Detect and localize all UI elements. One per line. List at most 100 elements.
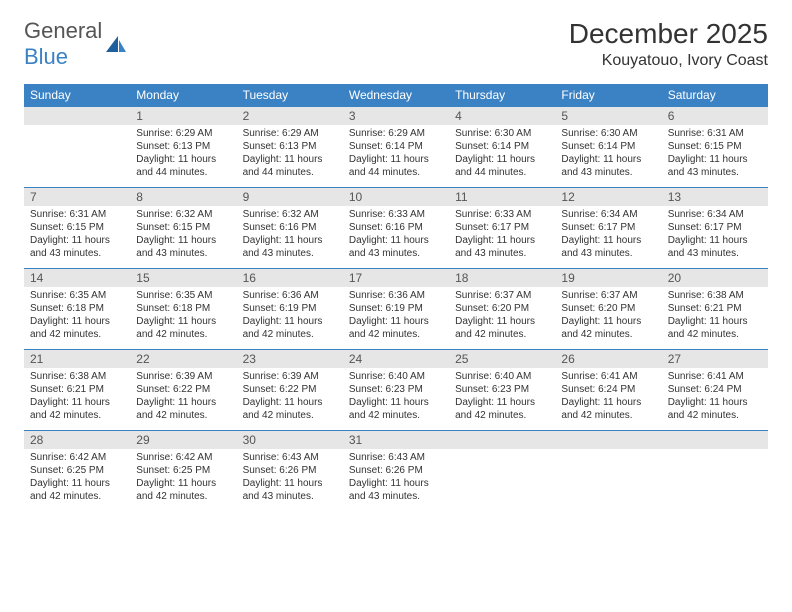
dow-row: SundayMondayTuesdayWednesdayThursdayFrid…	[24, 84, 768, 107]
day-body: Sunrise: 6:39 AMSunset: 6:22 PMDaylight:…	[130, 368, 236, 430]
day-body: Sunrise: 6:38 AMSunset: 6:21 PMDaylight:…	[662, 287, 768, 349]
daylight-text: Daylight: 11 hours and 42 minutes.	[30, 396, 124, 422]
day-number: 11	[449, 188, 555, 206]
day-number: 26	[555, 350, 661, 368]
sunrise-text: Sunrise: 6:41 AM	[561, 370, 655, 383]
day-cell: 5Sunrise: 6:30 AMSunset: 6:14 PMDaylight…	[555, 107, 661, 188]
week-row: 1Sunrise: 6:29 AMSunset: 6:13 PMDaylight…	[24, 107, 768, 188]
day-cell: 18Sunrise: 6:37 AMSunset: 6:20 PMDayligh…	[449, 269, 555, 350]
daylight-text: Daylight: 11 hours and 43 minutes.	[243, 477, 337, 503]
day-cell: 8Sunrise: 6:32 AMSunset: 6:15 PMDaylight…	[130, 188, 236, 269]
day-body: Sunrise: 6:37 AMSunset: 6:20 PMDaylight:…	[449, 287, 555, 349]
daylight-text: Daylight: 11 hours and 44 minutes.	[349, 153, 443, 179]
sunrise-text: Sunrise: 6:37 AM	[561, 289, 655, 302]
sunset-text: Sunset: 6:14 PM	[349, 140, 443, 153]
sunrise-text: Sunrise: 6:34 AM	[561, 208, 655, 221]
day-body: Sunrise: 6:30 AMSunset: 6:14 PMDaylight:…	[555, 125, 661, 187]
sunrise-text: Sunrise: 6:34 AM	[668, 208, 762, 221]
day-cell: 29Sunrise: 6:42 AMSunset: 6:25 PMDayligh…	[130, 431, 236, 512]
day-number: 14	[24, 269, 130, 287]
day-body: Sunrise: 6:41 AMSunset: 6:24 PMDaylight:…	[662, 368, 768, 430]
daylight-text: Daylight: 11 hours and 42 minutes.	[668, 396, 762, 422]
day-body: Sunrise: 6:40 AMSunset: 6:23 PMDaylight:…	[449, 368, 555, 430]
daylight-text: Daylight: 11 hours and 43 minutes.	[349, 234, 443, 260]
day-cell: 2Sunrise: 6:29 AMSunset: 6:13 PMDaylight…	[237, 107, 343, 188]
day-body: Sunrise: 6:36 AMSunset: 6:19 PMDaylight:…	[343, 287, 449, 349]
sunrise-text: Sunrise: 6:36 AM	[243, 289, 337, 302]
sunset-text: Sunset: 6:26 PM	[243, 464, 337, 477]
day-cell: 28Sunrise: 6:42 AMSunset: 6:25 PMDayligh…	[24, 431, 130, 512]
sunset-text: Sunset: 6:20 PM	[561, 302, 655, 315]
day-body: Sunrise: 6:43 AMSunset: 6:26 PMDaylight:…	[237, 449, 343, 511]
sunset-text: Sunset: 6:25 PM	[136, 464, 230, 477]
day-body: Sunrise: 6:32 AMSunset: 6:16 PMDaylight:…	[237, 206, 343, 268]
day-number: 12	[555, 188, 661, 206]
sunrise-text: Sunrise: 6:29 AM	[136, 127, 230, 140]
daylight-text: Daylight: 11 hours and 44 minutes.	[136, 153, 230, 179]
day-body: Sunrise: 6:33 AMSunset: 6:17 PMDaylight:…	[449, 206, 555, 268]
day-number: 8	[130, 188, 236, 206]
day-number	[555, 431, 661, 449]
daylight-text: Daylight: 11 hours and 43 minutes.	[455, 234, 549, 260]
day-cell: 10Sunrise: 6:33 AMSunset: 6:16 PMDayligh…	[343, 188, 449, 269]
day-cell: 17Sunrise: 6:36 AMSunset: 6:19 PMDayligh…	[343, 269, 449, 350]
day-body: Sunrise: 6:42 AMSunset: 6:25 PMDaylight:…	[130, 449, 236, 511]
daylight-text: Daylight: 11 hours and 43 minutes.	[30, 234, 124, 260]
daylight-text: Daylight: 11 hours and 42 minutes.	[561, 396, 655, 422]
day-cell: 30Sunrise: 6:43 AMSunset: 6:26 PMDayligh…	[237, 431, 343, 512]
sunset-text: Sunset: 6:21 PM	[30, 383, 124, 396]
sunset-text: Sunset: 6:14 PM	[561, 140, 655, 153]
sunrise-text: Sunrise: 6:29 AM	[243, 127, 337, 140]
day-number: 5	[555, 107, 661, 125]
day-number: 9	[237, 188, 343, 206]
day-body	[24, 125, 130, 183]
brand-part2: Blue	[24, 44, 68, 69]
day-cell: 16Sunrise: 6:36 AMSunset: 6:19 PMDayligh…	[237, 269, 343, 350]
day-body: Sunrise: 6:43 AMSunset: 6:26 PMDaylight:…	[343, 449, 449, 511]
sunrise-text: Sunrise: 6:42 AM	[30, 451, 124, 464]
day-number: 31	[343, 431, 449, 449]
brand-text: General Blue	[24, 18, 102, 70]
sunrise-text: Sunrise: 6:40 AM	[349, 370, 443, 383]
day-cell: 11Sunrise: 6:33 AMSunset: 6:17 PMDayligh…	[449, 188, 555, 269]
daylight-text: Daylight: 11 hours and 44 minutes.	[243, 153, 337, 179]
week-row: 21Sunrise: 6:38 AMSunset: 6:21 PMDayligh…	[24, 350, 768, 431]
day-number: 4	[449, 107, 555, 125]
sunset-text: Sunset: 6:22 PM	[243, 383, 337, 396]
day-cell	[662, 431, 768, 512]
day-body: Sunrise: 6:30 AMSunset: 6:14 PMDaylight:…	[449, 125, 555, 187]
sunrise-text: Sunrise: 6:42 AM	[136, 451, 230, 464]
daylight-text: Daylight: 11 hours and 42 minutes.	[136, 315, 230, 341]
daylight-text: Daylight: 11 hours and 43 minutes.	[668, 234, 762, 260]
day-number	[24, 107, 130, 125]
sunrise-text: Sunrise: 6:37 AM	[455, 289, 549, 302]
day-body	[555, 449, 661, 507]
sunrise-text: Sunrise: 6:41 AM	[668, 370, 762, 383]
sunrise-text: Sunrise: 6:33 AM	[349, 208, 443, 221]
day-cell	[24, 107, 130, 188]
sunset-text: Sunset: 6:26 PM	[349, 464, 443, 477]
day-number: 1	[130, 107, 236, 125]
day-number: 3	[343, 107, 449, 125]
sunset-text: Sunset: 6:16 PM	[349, 221, 443, 234]
brand-part1: General	[24, 18, 102, 43]
sunset-text: Sunset: 6:17 PM	[455, 221, 549, 234]
day-cell: 27Sunrise: 6:41 AMSunset: 6:24 PMDayligh…	[662, 350, 768, 431]
sunset-text: Sunset: 6:13 PM	[136, 140, 230, 153]
day-cell: 12Sunrise: 6:34 AMSunset: 6:17 PMDayligh…	[555, 188, 661, 269]
day-body: Sunrise: 6:38 AMSunset: 6:21 PMDaylight:…	[24, 368, 130, 430]
day-body: Sunrise: 6:31 AMSunset: 6:15 PMDaylight:…	[24, 206, 130, 268]
week-row: 7Sunrise: 6:31 AMSunset: 6:15 PMDaylight…	[24, 188, 768, 269]
day-body: Sunrise: 6:32 AMSunset: 6:15 PMDaylight:…	[130, 206, 236, 268]
day-number: 28	[24, 431, 130, 449]
day-number: 29	[130, 431, 236, 449]
week-row: 14Sunrise: 6:35 AMSunset: 6:18 PMDayligh…	[24, 269, 768, 350]
day-body: Sunrise: 6:29 AMSunset: 6:13 PMDaylight:…	[130, 125, 236, 187]
day-number: 2	[237, 107, 343, 125]
day-cell: 9Sunrise: 6:32 AMSunset: 6:16 PMDaylight…	[237, 188, 343, 269]
day-cell: 15Sunrise: 6:35 AMSunset: 6:18 PMDayligh…	[130, 269, 236, 350]
daylight-text: Daylight: 11 hours and 42 minutes.	[668, 315, 762, 341]
day-cell: 6Sunrise: 6:31 AMSunset: 6:15 PMDaylight…	[662, 107, 768, 188]
day-number: 30	[237, 431, 343, 449]
day-cell: 26Sunrise: 6:41 AMSunset: 6:24 PMDayligh…	[555, 350, 661, 431]
